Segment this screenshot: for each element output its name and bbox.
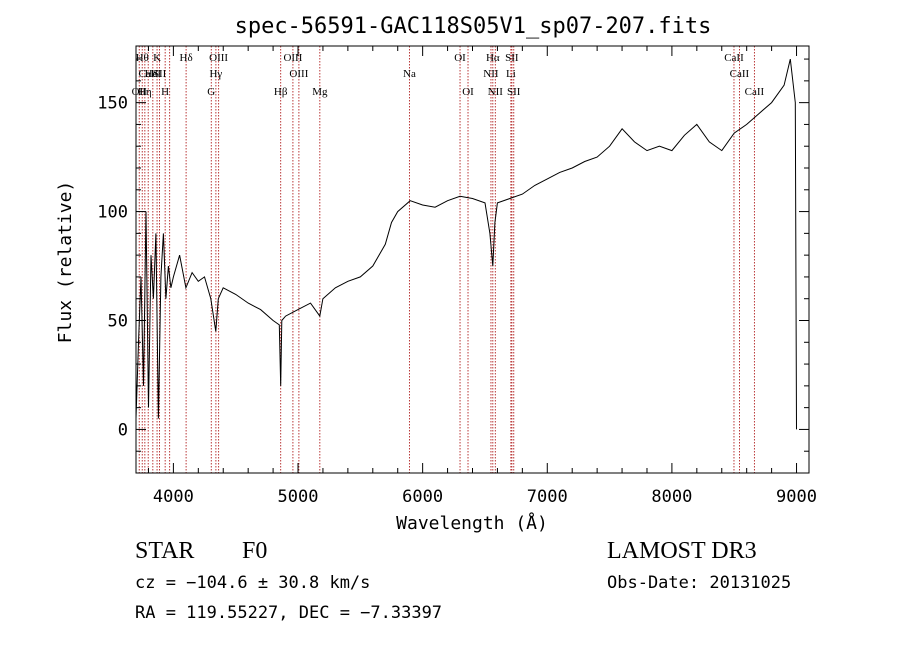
line-label: CaII	[138, 68, 158, 80]
line-label: K	[153, 52, 161, 64]
y-axis-label: Flux (relative)	[55, 181, 76, 344]
line-label: CaII	[724, 52, 744, 64]
y-tick-label: 50	[108, 312, 128, 332]
line-label: HeI	[145, 68, 162, 80]
spectral-line-markers	[138, 46, 755, 473]
x-tick-label: 6000	[402, 487, 443, 507]
x-tick-label: 7000	[527, 487, 568, 507]
line-label: CaII	[745, 86, 765, 98]
y-axis-ticks: 0 50 100 150	[97, 58, 809, 452]
x-axis-label: Wavelength (Å)	[396, 512, 548, 534]
y-tick-label: 150	[97, 94, 128, 114]
line-label: H	[161, 86, 169, 98]
line-label: SII	[153, 68, 167, 80]
line-label: SII	[505, 52, 519, 64]
plot-frame	[135, 45, 810, 474]
line-label: OIII	[283, 52, 302, 64]
line-label: Hη	[138, 86, 152, 98]
line-label: CaII	[730, 68, 750, 80]
x-tick-label: 4000	[153, 487, 194, 507]
line-label: OI	[462, 86, 474, 98]
survey-label: LAMOST DR3	[607, 538, 757, 564]
obs-date-label: Obs-Date: 20131025	[607, 573, 792, 593]
x-tick-label: 8000	[651, 487, 692, 507]
flux-series-line	[135, 58, 797, 430]
line-label: OIII	[209, 52, 228, 64]
line-label: SII	[507, 86, 521, 98]
y-tick-label: 0	[118, 420, 128, 440]
line-label: Hγ	[209, 68, 222, 80]
line-label: NII	[488, 86, 504, 98]
line-label: Hθ	[136, 52, 149, 64]
line-label: Mg	[312, 86, 328, 98]
x-tick-label: 5000	[278, 487, 319, 507]
x-tick-label: 9000	[776, 487, 817, 507]
line-label: G	[207, 86, 215, 98]
x-axis-ticks: 4000 5000 6000 7000 8000 9000	[147, 46, 817, 507]
spectral-line-labels: OIIHθHηCaIIHeIKSIIHHδGHγOIIIHβOIIIOIIIMg…	[132, 52, 765, 98]
coordinates-label: RA = 119.55227, DEC = −7.33397	[135, 603, 443, 623]
redshift-label: cz = −104.6 ± 30.8 km/s	[135, 573, 371, 593]
line-label: NII	[483, 68, 499, 80]
line-label: OIII	[289, 68, 308, 80]
class-label: STAR	[135, 538, 195, 564]
y-tick-label: 100	[97, 203, 128, 223]
line-label: Na	[403, 68, 416, 80]
line-label: Hβ	[274, 86, 288, 98]
subclass-label: F0	[242, 538, 268, 564]
line-label: Hα	[486, 52, 500, 64]
chart-title: spec-56591-GAC118S05V1_sp07-207.fits	[235, 14, 712, 39]
line-label: OI	[454, 52, 466, 64]
line-label: Li	[506, 68, 516, 80]
line-label: Hδ	[180, 52, 193, 64]
